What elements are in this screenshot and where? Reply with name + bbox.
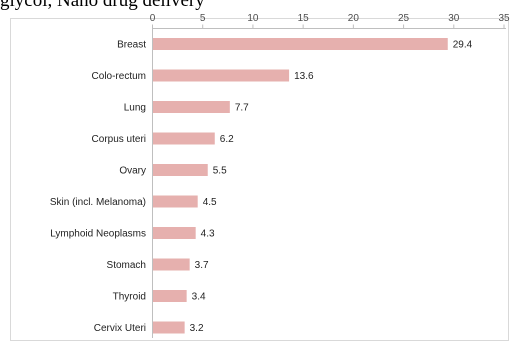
page-header-text: glycol, Nano drug delivery: [0, 0, 205, 11]
bar: [153, 258, 190, 271]
data-label: 7.7: [235, 103, 249, 114]
bar: [153, 132, 215, 145]
data-label: 29.4: [453, 40, 473, 51]
data-label: 13.6: [294, 71, 314, 82]
bar: [153, 195, 198, 208]
category-label: Cervix Uteri: [94, 323, 146, 334]
x-tick-label: 30: [448, 13, 460, 24]
x-tick-label: 20: [348, 13, 360, 24]
x-tick-label: 15: [298, 13, 310, 24]
x-tick-label: 5: [200, 13, 206, 24]
x-tick-label: 35: [498, 13, 510, 24]
x-tick-label: 0: [150, 13, 156, 24]
category-labels: Breast Colo-rectum Lung Corpus uteri Ovary Sk…: [50, 40, 146, 335]
data-labels: 29.4 13.6 7.7 6.2 5.5 4.5 4.3 3.7 3.4 3.2: [190, 40, 473, 335]
category-label: Breast: [117, 40, 146, 51]
bar: [153, 321, 185, 334]
data-label: 3.4: [192, 292, 206, 303]
category-label: Ovary: [119, 166, 146, 177]
bar: [153, 290, 187, 302]
category-label: Stomach: [107, 260, 146, 271]
category-label: Thyroid: [113, 292, 146, 303]
data-label: 3.7: [195, 260, 209, 271]
category-label: Colo-rectum: [92, 71, 146, 82]
data-label: 5.5: [213, 166, 227, 177]
bar-series: [153, 38, 448, 334]
data-label: 4.3: [201, 229, 215, 240]
data-label: 4.5: [203, 197, 217, 208]
data-label: 3.2: [190, 323, 204, 334]
bar: [153, 101, 230, 113]
category-label: Lung: [124, 103, 146, 114]
data-label: 6.2: [220, 134, 234, 145]
category-label: Lymphoid Neoplasms: [50, 229, 146, 240]
category-label: Skin (incl. Melanoma): [50, 197, 146, 208]
x-tick-label: 25: [398, 13, 410, 24]
bar: [153, 69, 290, 82]
bar: [153, 164, 208, 176]
bar: [153, 38, 448, 50]
bar: [153, 227, 196, 239]
x-axis-ticks: 0 5 10 15 20 25 30 35: [150, 13, 510, 29]
chart-frame: [10, 18, 509, 341]
category-label: Corpus uteri: [92, 134, 146, 145]
x-tick-label: 10: [247, 13, 259, 24]
